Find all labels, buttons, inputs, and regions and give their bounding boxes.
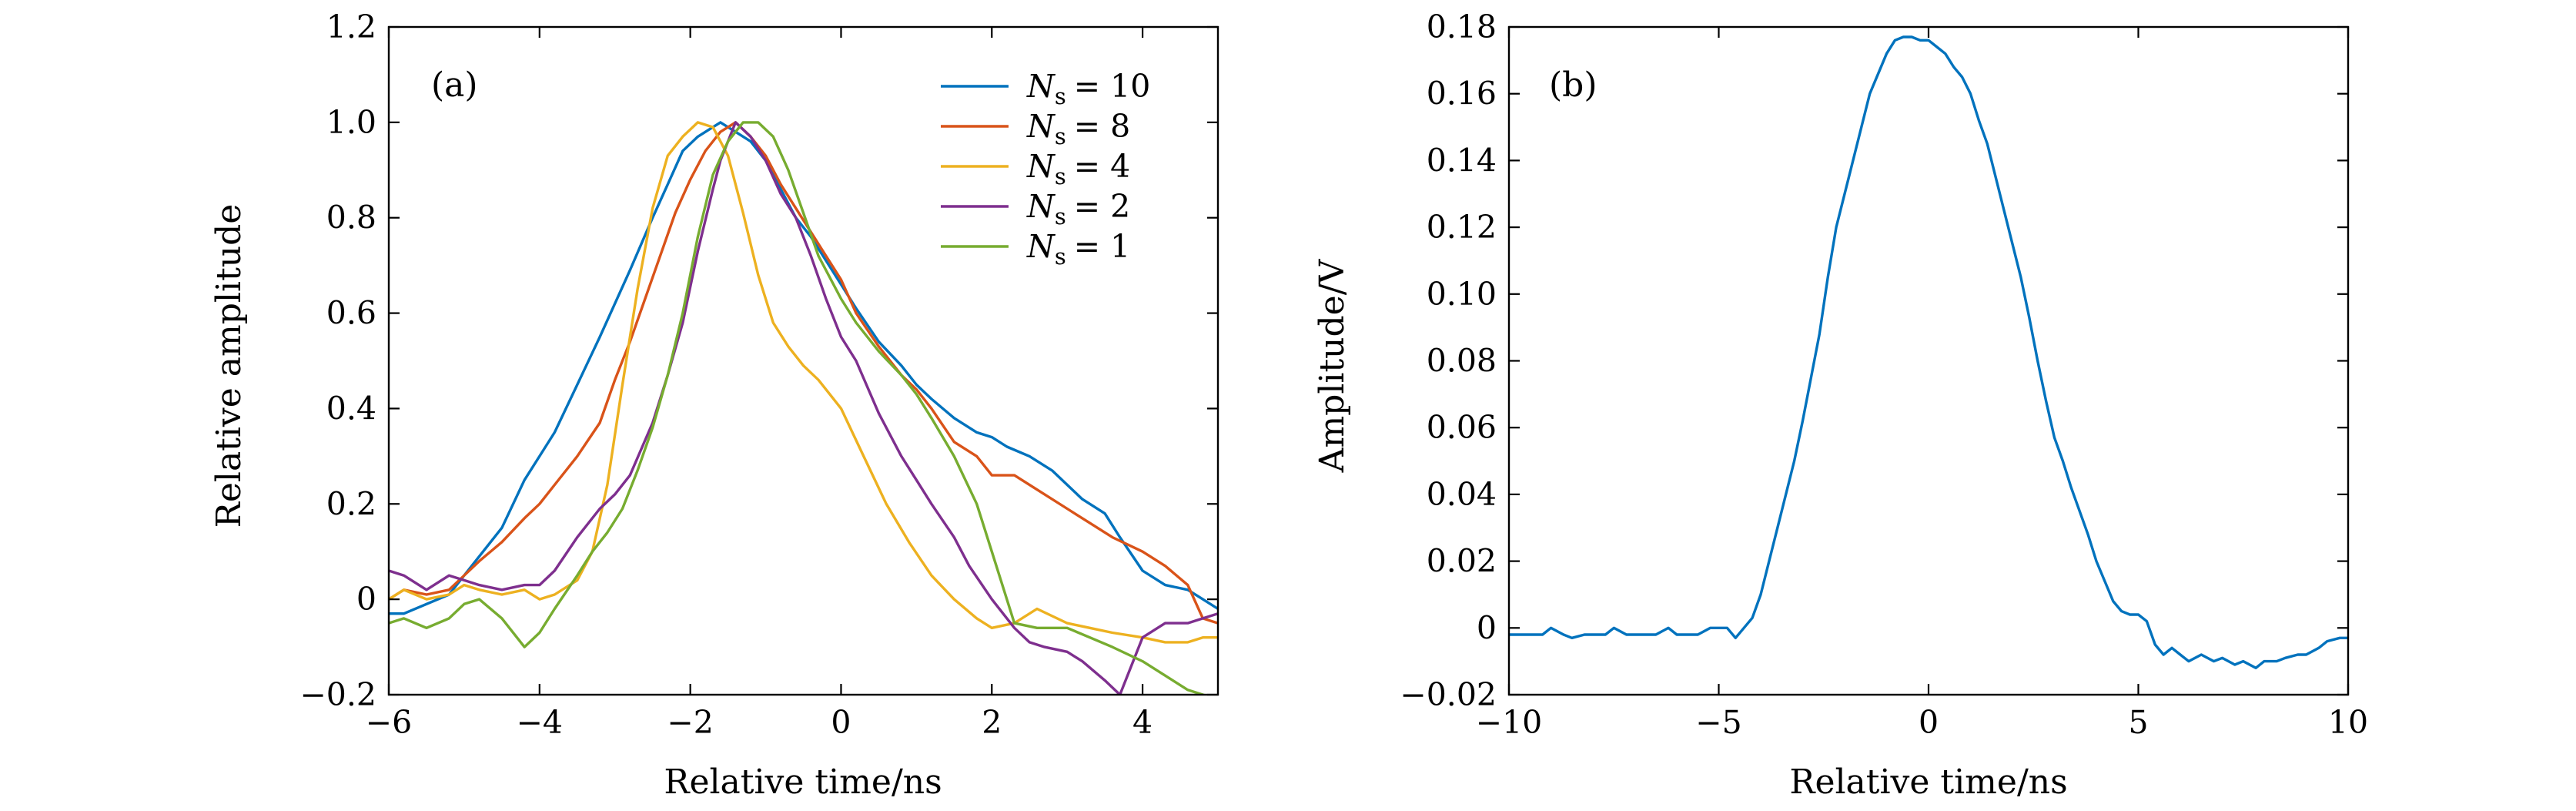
series-line-b-0 (1509, 35, 2348, 669)
x-tick-label-a: 2 (982, 704, 1002, 741)
y-tick-label-a: 0 (356, 581, 376, 618)
legend-label-3: Ns = 2 (1026, 188, 1130, 230)
series-line-a-2 (389, 121, 1218, 644)
y-tick-label-b: 0 (1477, 609, 1497, 646)
series-line-a-1 (389, 121, 1218, 625)
y-tick-label-a: 0.2 (326, 485, 376, 522)
y-tick-label-b: 0.06 (1427, 409, 1497, 446)
x-tick-label-b: −10 (1476, 704, 1543, 741)
y-tick-label-a: 1.0 (326, 104, 376, 141)
y-tick-label-b: 0.04 (1427, 476, 1497, 513)
y-tick-label-a: 1.2 (326, 8, 376, 45)
series-line-a-3 (389, 121, 1218, 695)
plot-frame-a (387, 25, 1219, 696)
legend-label-1: Ns = 8 (1026, 108, 1130, 149)
x-tick-label-a: −2 (667, 704, 713, 741)
x-axis-label-b: Relative time/ns (1789, 762, 2067, 802)
y-axis-label-a: Relative amplitude (209, 204, 249, 528)
series-group-a (389, 121, 1218, 695)
y-tick-label-b: 0.18 (1427, 8, 1497, 45)
series-line-a-4 (389, 121, 1208, 695)
y-tick-label-b: −0.02 (1400, 676, 1497, 713)
y-tick-label-b: 0.14 (1427, 142, 1497, 179)
plot-frame-b (1507, 25, 2350, 696)
panel-label-b: (b) (1549, 65, 1597, 105)
x-tick-label-b: 0 (1919, 704, 1939, 741)
chart-b: (b) Relative time/ns Amplitude/V −10 −5 0 5… (1313, 8, 2368, 802)
x-tick-label-a: 4 (1132, 704, 1153, 741)
y-tick-label-a: 0.8 (326, 199, 376, 236)
x-tick-label-a: −4 (517, 704, 563, 741)
y-tick-label-a: 0.4 (326, 390, 376, 427)
y-tick-label-a: 0.6 (326, 295, 376, 332)
legend-label-0: Ns = 10 (1026, 68, 1150, 109)
x-axis-label-a: Relative time/ns (664, 762, 942, 802)
y-tick-label-b: 0.10 (1427, 276, 1497, 313)
series-group-b (1509, 35, 2348, 669)
panel-label-a: (a) (431, 65, 478, 105)
legend-label-4: Ns = 1 (1026, 228, 1130, 270)
y-tick-label-b: 0.16 (1427, 75, 1497, 112)
y-tick-label-b: 0.12 (1427, 209, 1497, 246)
x-tick-label-b: −5 (1695, 704, 1741, 741)
x-tick-label-a: −6 (366, 704, 412, 741)
x-tick-label-a: 0 (831, 704, 851, 741)
y-axis-label-b: Amplitude/V (1313, 258, 1352, 473)
x-tick-label-b: 10 (2328, 704, 2368, 741)
y-tick-label-b: 0.08 (1427, 343, 1497, 380)
chart-a: (a) Relative time/ns Relative amplitude … (209, 8, 1219, 802)
y-tick-label-a: −0.2 (299, 676, 376, 713)
x-tick-label-b: 5 (2128, 704, 2148, 741)
y-tick-label-b: 0.02 (1427, 543, 1497, 580)
legend-label-2: Ns = 4 (1026, 148, 1130, 189)
